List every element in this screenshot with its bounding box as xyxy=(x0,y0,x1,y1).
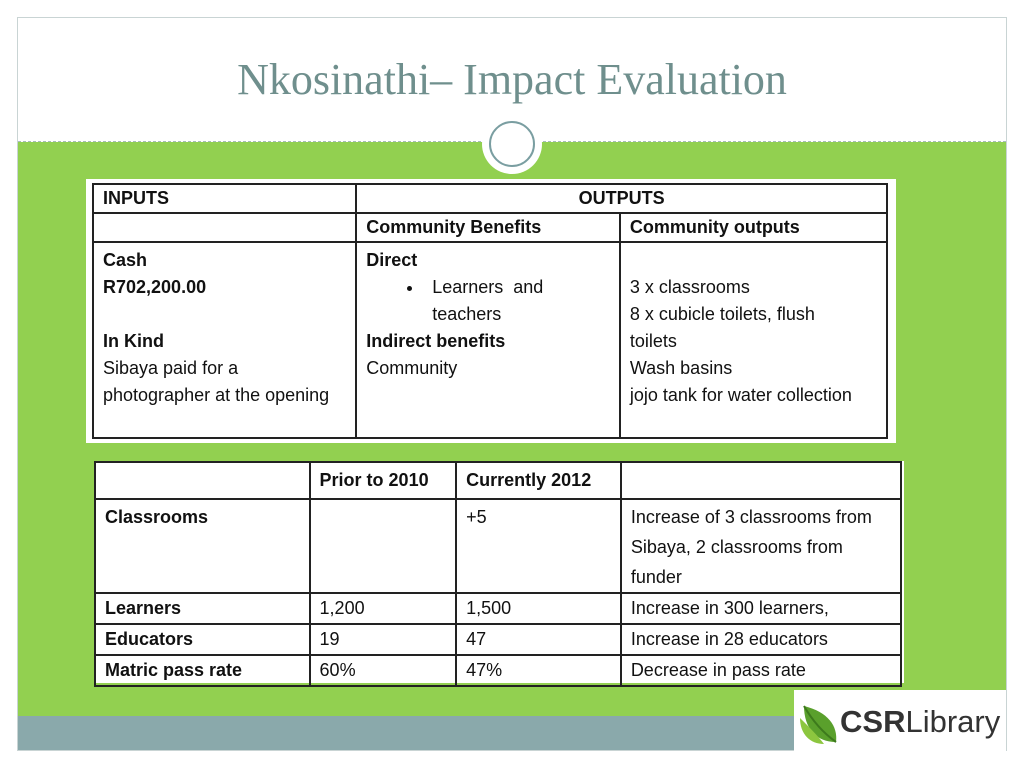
direct-list: Learners and teachers xyxy=(366,274,610,328)
inkind-line-2: photographer at the opening xyxy=(103,385,330,405)
inputs-cell: Cash R702,200.00 In Kind Sibaya paid for… xyxy=(91,241,358,439)
inkind-label: In Kind xyxy=(103,331,164,351)
indirect-label: Indirect benefits xyxy=(366,331,506,351)
row-prior: 19 xyxy=(308,623,458,656)
row-note: Increase in 300 learners, xyxy=(619,592,903,625)
header-outputs: OUTPUTS xyxy=(355,183,888,214)
table-row: Classrooms +5 Increase of 3 classrooms f… xyxy=(94,498,903,594)
inputs-outputs-table-panel: INPUTS OUTPUTS Community Benefits Commun… xyxy=(86,179,896,443)
direct-item-line-1: Learners and xyxy=(432,277,544,297)
row-current: 1,500 xyxy=(455,592,622,625)
row-note-line: Sibaya, 2 classrooms from xyxy=(630,537,843,557)
logo-bold-text: CSR xyxy=(840,704,906,739)
comparison-header-note xyxy=(619,461,903,500)
row-label: Classrooms xyxy=(94,498,311,594)
slide-title: Nkosinathi– Impact Evaluation xyxy=(237,55,787,104)
header-community-benefits: Community Benefits xyxy=(355,212,621,243)
comparison-header-current: Currently 2012 xyxy=(455,461,622,500)
comparison-table-panel: Prior to 2010 Currently 2012 Classrooms … xyxy=(94,461,904,687)
comparison-header-prior: Prior to 2010 xyxy=(308,461,458,500)
row-label: Educators xyxy=(94,623,311,656)
benefits-cell: Direct Learners and teachers Indirect be… xyxy=(355,241,621,439)
inkind-line-1: Sibaya paid for a xyxy=(103,358,239,378)
table-row: Educators 19 47 Increase in 28 educators xyxy=(94,623,903,656)
row-prior: 60% xyxy=(308,654,458,687)
row-prior: 1,200 xyxy=(308,592,458,625)
row-note-line: funder xyxy=(630,567,682,587)
row-note: Decrease in pass rate xyxy=(619,654,903,687)
output-line: Wash basins xyxy=(629,358,733,378)
direct-item-line-2: teachers xyxy=(432,304,502,324)
comparison-header-empty xyxy=(94,461,311,500)
logo-wordmark: CSRLibrary xyxy=(840,704,1000,740)
row-current: 47 xyxy=(455,623,622,656)
row-note: Increase of 3 classrooms from Sibaya, 2 … xyxy=(619,498,903,594)
row-current: +5 xyxy=(455,498,622,594)
csr-library-logo: CSRLibrary xyxy=(794,690,1006,752)
cash-value: R702,200.00 xyxy=(103,277,207,297)
outputs-cell: 3 x classrooms 8 x cubicle toilets, flus… xyxy=(618,241,889,439)
comparison-table: Prior to 2010 Currently 2012 Classrooms … xyxy=(94,461,903,687)
indirect-value: Community xyxy=(366,358,458,378)
table-row: Learners 1,200 1,500 Increase in 300 lea… xyxy=(94,592,903,625)
header-inputs: INPUTS xyxy=(91,183,358,214)
logo-light-text: Library xyxy=(905,704,1001,739)
output-line: 8 x cubicle toilets, flush xyxy=(629,304,815,324)
row-prior xyxy=(308,498,458,594)
table-row: Matric pass rate 60% 47% Decrease in pas… xyxy=(94,654,903,687)
output-line: jojo tank for water collection xyxy=(629,385,852,405)
direct-list-item: Learners and teachers xyxy=(424,274,610,328)
inputs-outputs-table: INPUTS OUTPUTS Community Benefits Commun… xyxy=(91,183,889,439)
row-label: Matric pass rate xyxy=(94,654,311,687)
header-community-outputs: Community outputs xyxy=(618,212,889,243)
row-note-line: Increase of 3 classrooms from xyxy=(630,507,872,527)
direct-label: Direct xyxy=(366,250,418,270)
leaf-icon xyxy=(800,705,837,744)
header-inputs-empty xyxy=(91,212,358,243)
divider-ring-icon xyxy=(489,121,535,167)
cash-label: Cash xyxy=(103,250,148,270)
output-line: toilets xyxy=(629,331,677,351)
output-line: 3 x classrooms xyxy=(629,277,750,297)
row-current: 47% xyxy=(455,654,622,687)
row-note: Increase in 28 educators xyxy=(619,623,903,656)
row-label: Learners xyxy=(94,592,311,625)
